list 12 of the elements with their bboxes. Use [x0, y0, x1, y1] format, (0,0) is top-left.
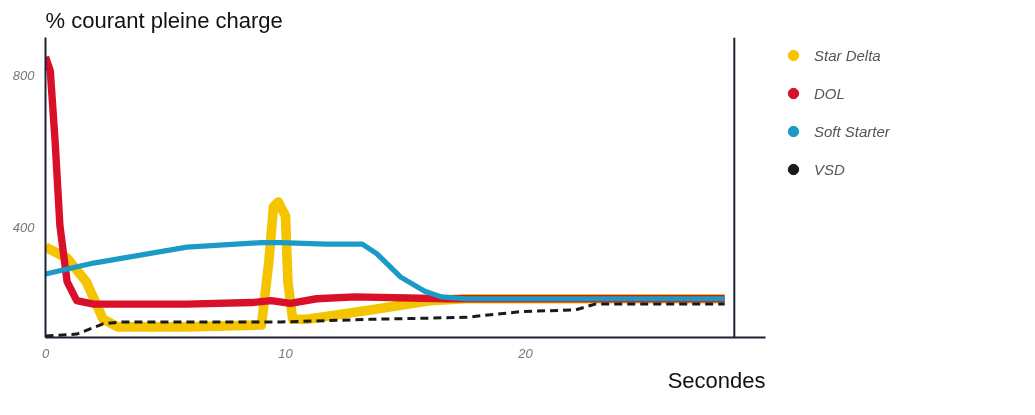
- x-tick-label: 10: [278, 345, 294, 361]
- x-tick-label: 20: [517, 345, 534, 361]
- legend-label: Star Delta: [814, 46, 881, 64]
- legend-label: DOL: [814, 84, 845, 102]
- x-tick-label: 0: [41, 345, 50, 361]
- y-tick-label: 800: [12, 67, 36, 83]
- legend-label: VSD: [814, 160, 845, 178]
- line-series: [45, 302, 727, 338]
- x-axis-title: Secondes: [667, 367, 766, 393]
- y-axis-title: % courant pleine charge: [45, 7, 283, 33]
- y-tick-label: 400: [12, 219, 36, 235]
- legend-label: Soft Starter: [814, 122, 890, 140]
